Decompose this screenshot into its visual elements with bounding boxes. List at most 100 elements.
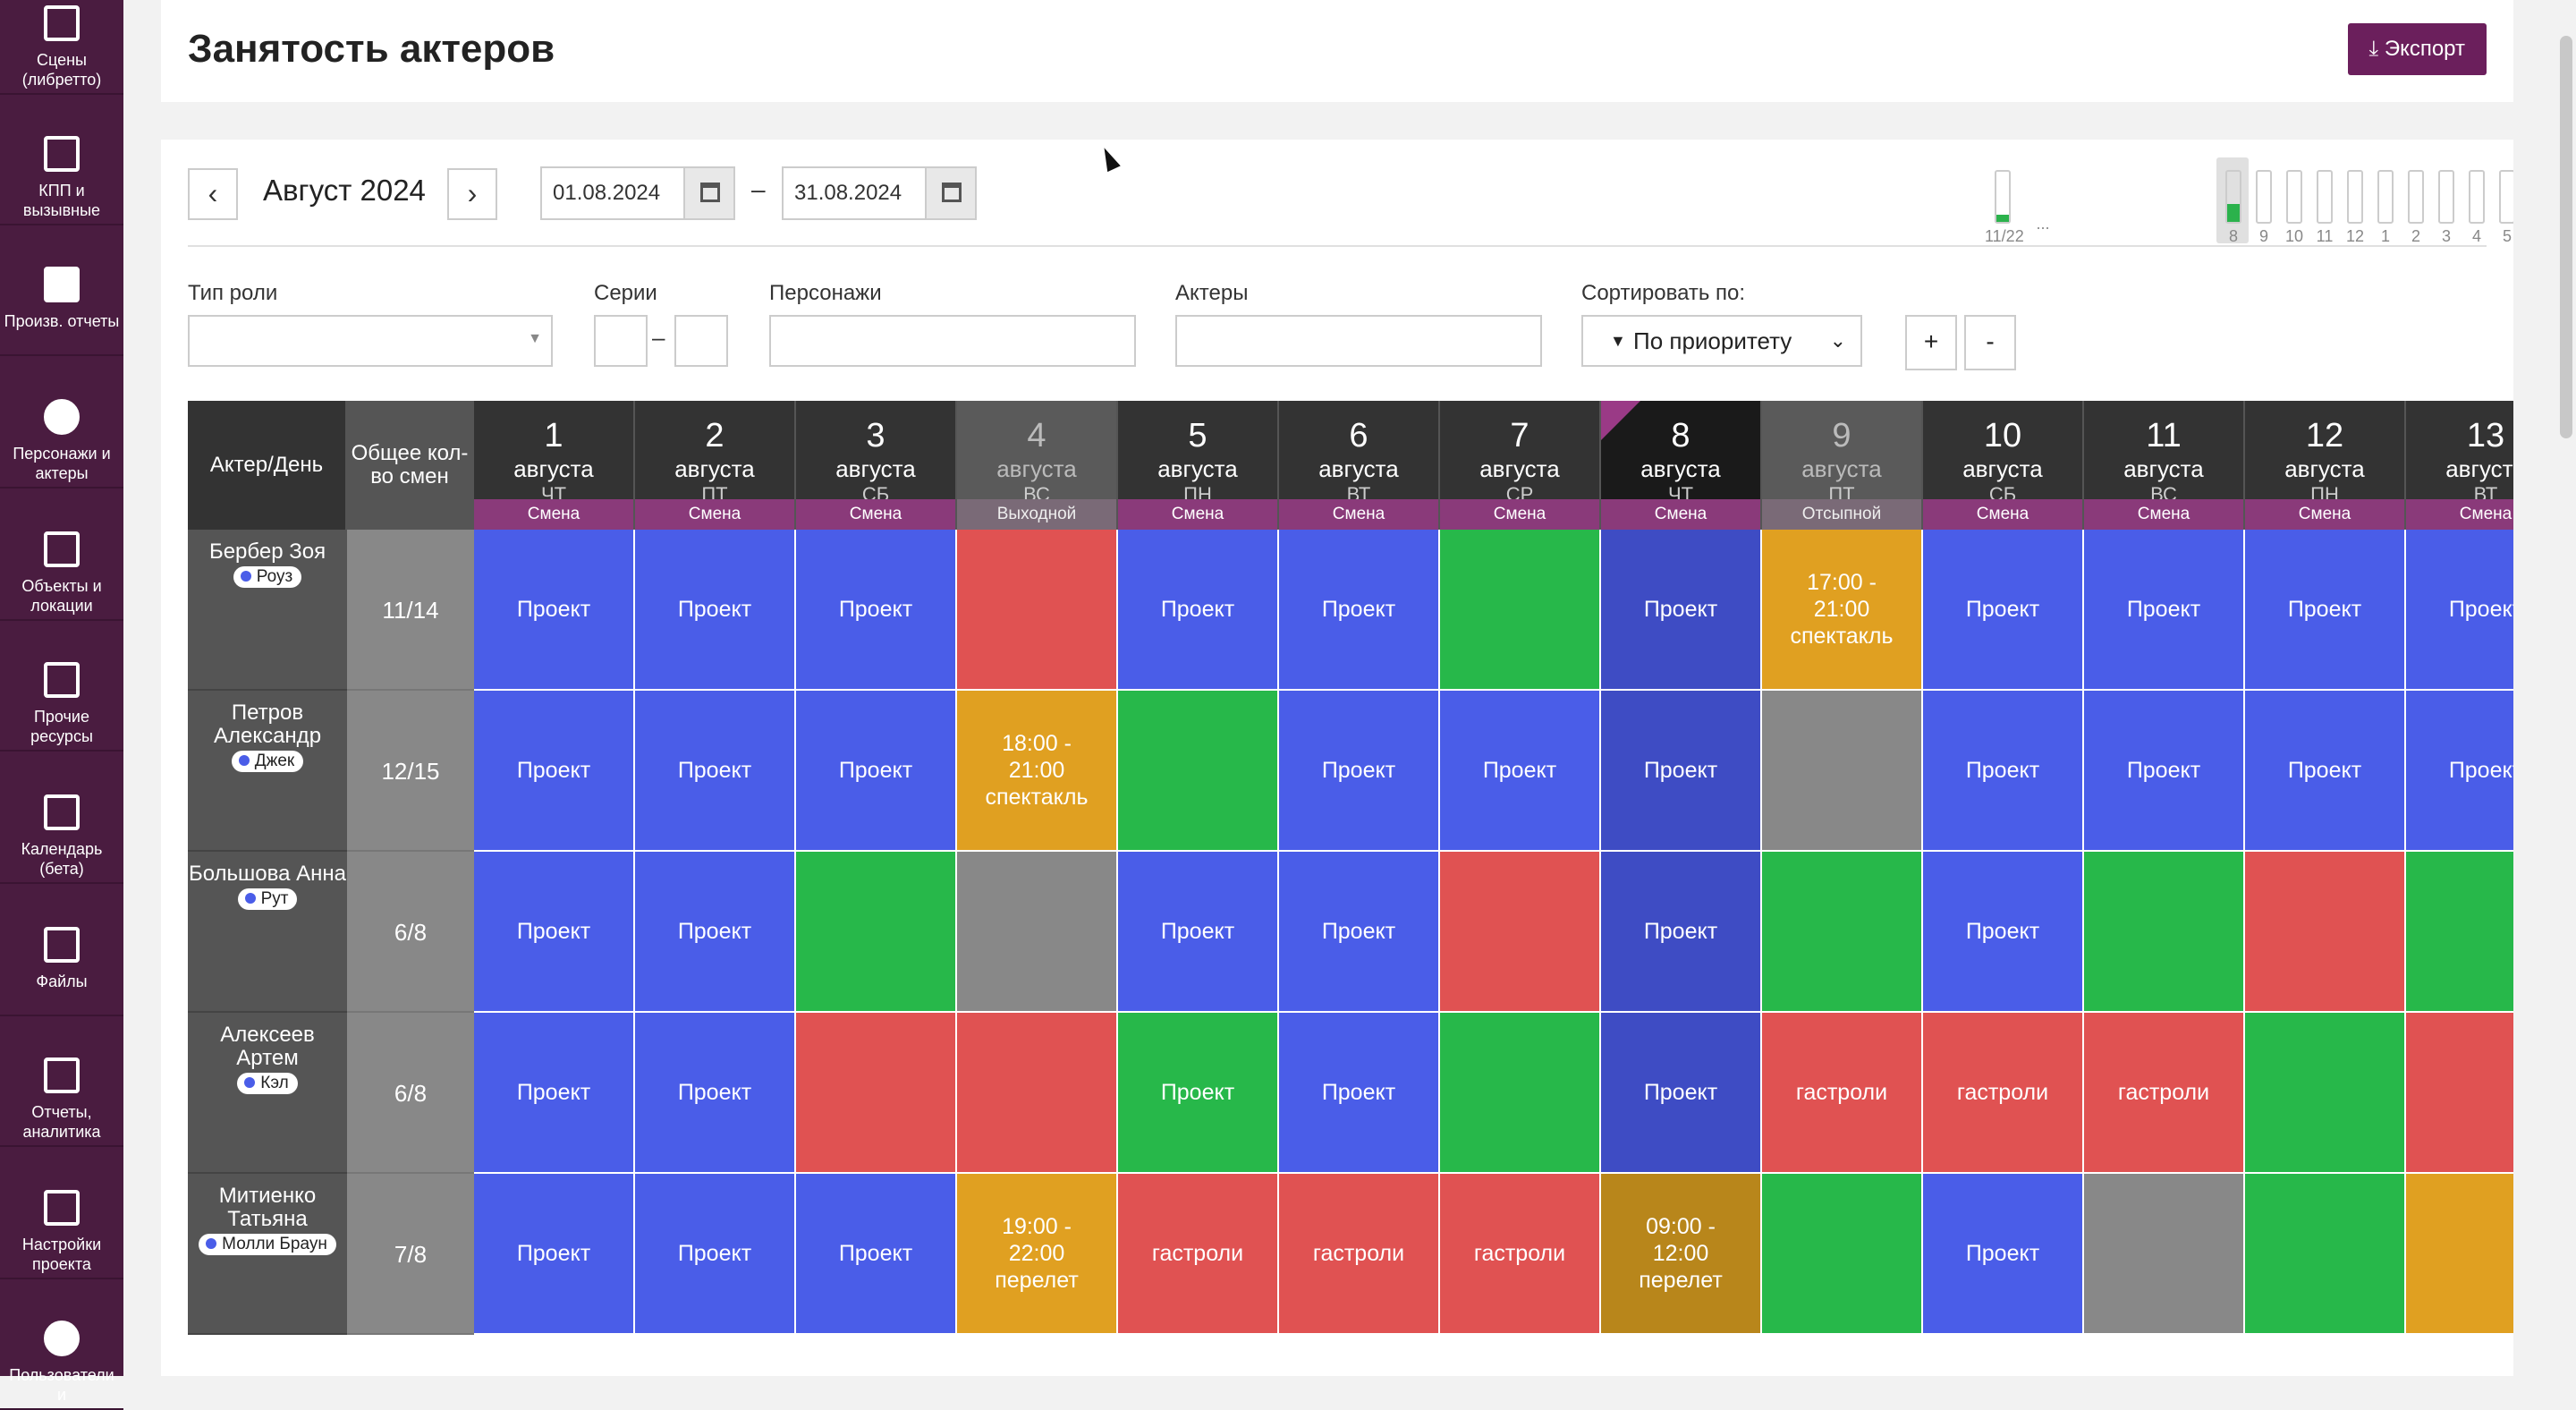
actor-cell[interactable]: Митиенко Татьяна Молли Браун	[188, 1174, 347, 1335]
schedule-cell[interactable]: Проект	[796, 691, 957, 852]
sidebar-item[interactable]: КПП и вызывные	[0, 95, 123, 225]
calendar-icon[interactable]	[925, 168, 975, 218]
schedule-cell[interactable]: Проект	[474, 1013, 635, 1174]
timeline-month-bar[interactable]	[2499, 170, 2513, 224]
schedule-cell[interactable]: Проект	[1279, 530, 1440, 691]
schedule-cell[interactable]: Проект	[635, 852, 796, 1013]
schedule-cell[interactable]	[2245, 1013, 2406, 1174]
date-from-field[interactable]: 01.08.2024	[540, 166, 735, 220]
schedule-cell[interactable]: гастроли	[1762, 1013, 1923, 1174]
schedule-cell[interactable]	[796, 852, 957, 1013]
role-type-select[interactable]: ▼	[188, 315, 553, 367]
sidebar-item[interactable]: Сцены (либретто)	[0, 0, 123, 95]
series-to-input[interactable]	[674, 315, 728, 367]
sidebar-item[interactable]: Отчеты, аналитика	[0, 1016, 123, 1147]
schedule-cell[interactable]: Проект	[1118, 530, 1279, 691]
schedule-cell[interactable]: Проект	[635, 530, 796, 691]
sidebar-item[interactable]: Календарь (бета)	[0, 753, 123, 884]
sidebar-item[interactable]: Персонажи и актеры	[0, 358, 123, 488]
schedule-cell[interactable]: Проект	[1923, 852, 2084, 1013]
timeline-month-bar[interactable]	[2377, 170, 2394, 224]
schedule-cell[interactable]: Проект	[2084, 691, 2245, 852]
schedule-cell[interactable]: Проект	[1440, 691, 1601, 852]
schedule-cell[interactable]: Проект	[1601, 1013, 1762, 1174]
schedule-cell[interactable]	[796, 1013, 957, 1174]
calendar-icon[interactable]	[683, 168, 733, 218]
page-scrollbar[interactable]	[2560, 36, 2572, 438]
timeline-month-bar[interactable]	[2286, 170, 2302, 224]
sidebar-item[interactable]: Файлы	[0, 886, 123, 1016]
schedule-cell[interactable]: Проект	[474, 1174, 635, 1335]
schedule-cell[interactable]: Проект	[1279, 1013, 1440, 1174]
schedule-cell[interactable]: 18:00 - 21:00 спектакль	[957, 691, 1118, 852]
timeline-month-bar[interactable]	[2256, 170, 2272, 224]
schedule-cell[interactable]	[2245, 1174, 2406, 1335]
day-header[interactable]: 5 августа ПН Смена	[1118, 401, 1279, 530]
schedule-cell[interactable]: Проект	[635, 1174, 796, 1335]
schedule-cell[interactable]	[957, 1013, 1118, 1174]
schedule-cell[interactable]	[2406, 1174, 2513, 1335]
sidebar-item[interactable]: Произв. отчеты	[0, 225, 123, 356]
day-header[interactable]: 9 августа ПТ Отсыпной	[1762, 401, 1923, 530]
month-timeline[interactable]: 11/228910111212345678/24......	[1985, 152, 2513, 245]
actor-cell[interactable]: Петров Александр Джек	[188, 691, 347, 852]
schedule-cell[interactable]	[1762, 852, 1923, 1013]
schedule-cell[interactable]	[1440, 530, 1601, 691]
actor-cell[interactable]: Большова Анна Рут	[188, 852, 347, 1013]
schedule-cell[interactable]: Проект	[1923, 530, 2084, 691]
schedule-cell[interactable]: гастроли	[1118, 1174, 1279, 1335]
schedule-cell[interactable]: Проект	[796, 530, 957, 691]
sidebar-item[interactable]: Пользователи и	[0, 1279, 123, 1410]
schedule-cell[interactable]: Проект	[2406, 530, 2513, 691]
schedule-cell[interactable]: 09:00 - 12:00 перелет	[1601, 1174, 1762, 1335]
export-button[interactable]: ⤓ Экспорт	[2347, 23, 2487, 75]
schedule-cell[interactable]: Проект	[635, 1013, 796, 1174]
schedule-cell[interactable]: Проект	[1279, 852, 1440, 1013]
schedule-cell[interactable]: Проект	[474, 852, 635, 1013]
schedule-cell[interactable]	[1440, 1013, 1601, 1174]
schedule-cell[interactable]: гастроли	[1440, 1174, 1601, 1335]
schedule-cell[interactable]: гастроли	[1279, 1174, 1440, 1335]
day-header[interactable]: 6 августа ВТ Смена	[1279, 401, 1440, 530]
day-header[interactable]: 12 августа ПН Смена	[2245, 401, 2406, 530]
schedule-cell[interactable]	[2245, 852, 2406, 1013]
day-header[interactable]: 13августаВТСмена	[2406, 401, 2513, 530]
schedule-cell[interactable]	[2084, 852, 2245, 1013]
series-from-input[interactable]	[594, 315, 648, 367]
schedule-cell[interactable]: Проект	[796, 1174, 957, 1335]
zoom-out-button[interactable]: -	[1964, 315, 2016, 370]
schedule-cell[interactable]: Проект	[1279, 691, 1440, 852]
schedule-cell[interactable]	[2406, 1013, 2513, 1174]
schedule-cell[interactable]: Проект	[1601, 530, 1762, 691]
schedule-cell[interactable]: Проект	[1118, 852, 1279, 1013]
sidebar-item[interactable]: Настройки проекта	[0, 1149, 123, 1279]
timeline-month-bar[interactable]	[2225, 170, 2241, 224]
zoom-in-button[interactable]: +	[1905, 315, 1957, 370]
schedule-cell[interactable]: Проект	[1118, 1013, 1279, 1174]
date-to-field[interactable]: 31.08.2024	[782, 166, 977, 220]
schedule-cell[interactable]: Проект	[1923, 1174, 2084, 1335]
schedule-cell[interactable]: Проект	[2084, 530, 2245, 691]
timeline-month-bar[interactable]	[1995, 170, 2011, 224]
timeline-month-bar[interactable]	[2347, 170, 2363, 224]
sidebar-item[interactable]: Прочие ресурсы	[0, 621, 123, 752]
schedule-cell[interactable]	[1118, 691, 1279, 852]
schedule-cell[interactable]: Проект	[474, 691, 635, 852]
actor-cell[interactable]: Бербер Зоя Роуз	[188, 530, 347, 691]
day-header[interactable]: 1 августа ЧТ Смена	[474, 401, 635, 530]
schedule-cell[interactable]	[1762, 1174, 1923, 1335]
next-month-button[interactable]: ›	[447, 168, 497, 220]
day-header[interactable]: 2 августа ПТ Смена	[635, 401, 796, 530]
schedule-cell[interactable]: Проект	[474, 530, 635, 691]
schedule-cell[interactable]: Проект	[1601, 852, 1762, 1013]
schedule-cell[interactable]	[2084, 1174, 2245, 1335]
timeline-month-bar[interactable]	[2317, 170, 2333, 224]
actors-input[interactable]	[1175, 315, 1542, 367]
day-header[interactable]: 4 августа ВС Выходной	[957, 401, 1118, 530]
characters-input[interactable]	[769, 315, 1136, 367]
schedule-cell[interactable]	[1762, 691, 1923, 852]
schedule-cell[interactable]	[1440, 852, 1601, 1013]
prev-month-button[interactable]: ‹	[188, 168, 238, 220]
day-header[interactable]: 11 августа ВС Смена	[2084, 401, 2245, 530]
schedule-cell[interactable]	[957, 530, 1118, 691]
